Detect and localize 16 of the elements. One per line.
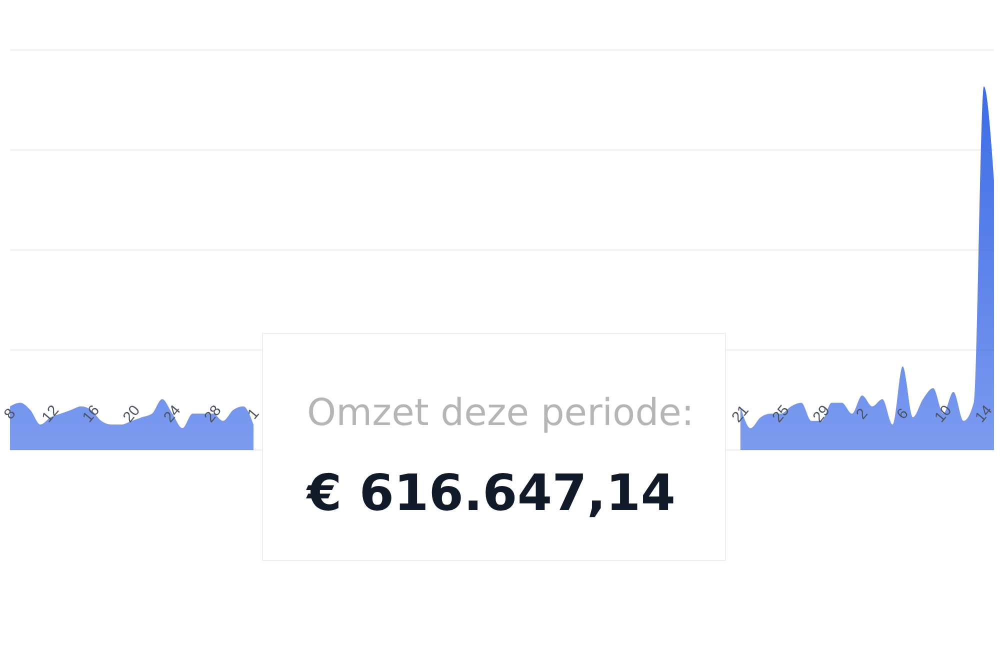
x-tick-label: 10 xyxy=(931,402,956,426)
x-tick-label: 14 xyxy=(972,402,996,426)
x-tick-label: 2 xyxy=(852,405,872,423)
x-tick-label: 20 xyxy=(120,402,144,426)
x-tick-label: 29 xyxy=(810,402,834,426)
x-tick-label: 12 xyxy=(38,402,62,426)
annotation: Omzet deze periode: xyxy=(307,391,694,434)
x-tick-label: 1 xyxy=(244,405,263,423)
x-tick-label: 6 xyxy=(894,405,912,423)
x-tick-label: 8 xyxy=(0,405,20,423)
x-tick-label: 24 xyxy=(160,402,184,426)
x-tick-label: 21 xyxy=(728,402,752,426)
x-tick-label: 16 xyxy=(79,402,104,426)
x-tick-label: 28 xyxy=(201,402,225,426)
text: € 616.647,14 xyxy=(307,464,676,522)
x-tick-label: 25 xyxy=(769,402,793,426)
